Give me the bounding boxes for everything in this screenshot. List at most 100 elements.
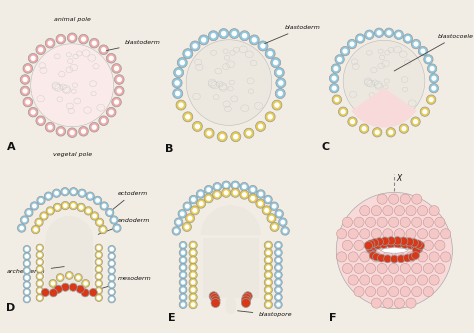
Ellipse shape bbox=[36, 265, 44, 273]
Ellipse shape bbox=[20, 75, 30, 84]
Circle shape bbox=[259, 125, 263, 129]
Ellipse shape bbox=[241, 298, 250, 307]
Ellipse shape bbox=[382, 248, 407, 253]
Ellipse shape bbox=[371, 205, 382, 216]
Circle shape bbox=[277, 281, 280, 284]
Circle shape bbox=[48, 209, 52, 212]
Circle shape bbox=[59, 130, 63, 133]
Ellipse shape bbox=[329, 74, 339, 83]
Ellipse shape bbox=[371, 298, 382, 308]
Ellipse shape bbox=[418, 46, 428, 56]
Ellipse shape bbox=[394, 205, 404, 216]
Ellipse shape bbox=[108, 260, 115, 267]
Ellipse shape bbox=[369, 252, 377, 259]
Ellipse shape bbox=[399, 124, 409, 133]
Ellipse shape bbox=[371, 252, 382, 262]
Ellipse shape bbox=[243, 292, 252, 301]
Circle shape bbox=[68, 274, 71, 277]
Ellipse shape bbox=[360, 275, 370, 285]
Ellipse shape bbox=[86, 192, 94, 200]
Text: animal pole: animal pole bbox=[54, 17, 91, 22]
Ellipse shape bbox=[354, 263, 364, 273]
Circle shape bbox=[80, 206, 83, 209]
Circle shape bbox=[33, 204, 36, 208]
Ellipse shape bbox=[371, 275, 382, 285]
Ellipse shape bbox=[196, 190, 205, 198]
Circle shape bbox=[176, 92, 180, 96]
Ellipse shape bbox=[95, 251, 102, 259]
Ellipse shape bbox=[360, 205, 370, 216]
Circle shape bbox=[38, 246, 41, 249]
Circle shape bbox=[70, 36, 74, 40]
Ellipse shape bbox=[423, 263, 433, 273]
Ellipse shape bbox=[397, 255, 405, 263]
Circle shape bbox=[267, 266, 270, 269]
Ellipse shape bbox=[189, 293, 197, 301]
Text: A: A bbox=[7, 142, 16, 152]
Ellipse shape bbox=[189, 256, 197, 264]
Text: blastoderm: blastoderm bbox=[264, 25, 321, 44]
Ellipse shape bbox=[212, 190, 222, 199]
Ellipse shape bbox=[189, 195, 198, 204]
Ellipse shape bbox=[209, 31, 219, 41]
Ellipse shape bbox=[23, 260, 30, 267]
Ellipse shape bbox=[46, 38, 55, 48]
Circle shape bbox=[174, 229, 178, 233]
Ellipse shape bbox=[179, 256, 187, 264]
Ellipse shape bbox=[183, 112, 193, 122]
Ellipse shape bbox=[403, 34, 412, 43]
Ellipse shape bbox=[190, 41, 200, 51]
Ellipse shape bbox=[81, 289, 89, 297]
Text: X: X bbox=[396, 173, 402, 182]
Ellipse shape bbox=[383, 229, 393, 239]
Ellipse shape bbox=[274, 241, 283, 249]
Circle shape bbox=[115, 226, 118, 230]
Ellipse shape bbox=[265, 112, 275, 122]
Ellipse shape bbox=[389, 240, 399, 250]
Ellipse shape bbox=[414, 244, 423, 253]
Text: E: E bbox=[168, 312, 176, 322]
Ellipse shape bbox=[204, 185, 213, 194]
Ellipse shape bbox=[28, 54, 38, 63]
Ellipse shape bbox=[36, 258, 44, 266]
Bar bbox=[203, 238, 259, 298]
Circle shape bbox=[109, 56, 113, 60]
Ellipse shape bbox=[82, 279, 90, 287]
Ellipse shape bbox=[337, 252, 347, 262]
Circle shape bbox=[182, 288, 184, 291]
Ellipse shape bbox=[394, 240, 402, 248]
Ellipse shape bbox=[241, 296, 250, 305]
Ellipse shape bbox=[365, 217, 375, 227]
Ellipse shape bbox=[374, 241, 382, 249]
Circle shape bbox=[47, 194, 50, 198]
Ellipse shape bbox=[400, 286, 410, 297]
Ellipse shape bbox=[204, 194, 213, 203]
Ellipse shape bbox=[366, 243, 375, 251]
Ellipse shape bbox=[267, 214, 276, 223]
Circle shape bbox=[377, 31, 381, 35]
Ellipse shape bbox=[197, 199, 206, 208]
Ellipse shape bbox=[23, 64, 33, 73]
Ellipse shape bbox=[359, 124, 369, 133]
Ellipse shape bbox=[95, 258, 102, 266]
Circle shape bbox=[182, 281, 184, 284]
Circle shape bbox=[265, 208, 268, 212]
Ellipse shape bbox=[366, 244, 374, 253]
Wedge shape bbox=[46, 216, 93, 240]
Ellipse shape bbox=[264, 248, 273, 257]
Ellipse shape bbox=[95, 265, 102, 273]
Ellipse shape bbox=[383, 275, 393, 285]
Circle shape bbox=[243, 34, 246, 38]
Circle shape bbox=[64, 190, 67, 193]
Circle shape bbox=[182, 259, 184, 262]
Circle shape bbox=[110, 255, 113, 258]
Ellipse shape bbox=[56, 274, 64, 281]
Circle shape bbox=[188, 216, 192, 220]
Ellipse shape bbox=[411, 39, 421, 49]
Ellipse shape bbox=[365, 286, 375, 297]
Circle shape bbox=[25, 262, 28, 265]
Ellipse shape bbox=[211, 296, 220, 305]
Ellipse shape bbox=[262, 206, 271, 215]
Ellipse shape bbox=[56, 127, 65, 136]
Ellipse shape bbox=[106, 208, 114, 217]
